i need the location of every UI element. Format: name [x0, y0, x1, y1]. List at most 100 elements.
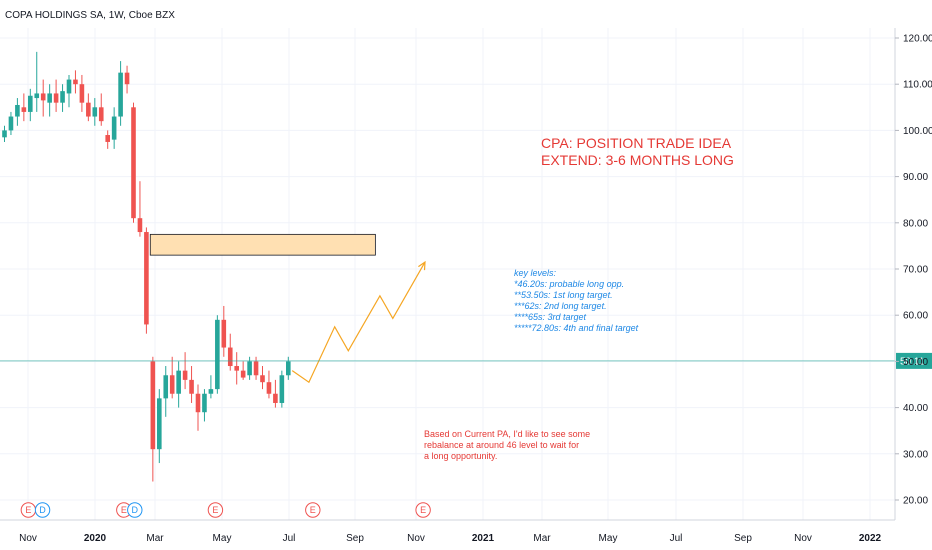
candle	[53, 79, 59, 112]
key-level-line: ***62s: 2nd long target.	[514, 301, 607, 311]
candle	[176, 361, 181, 408]
candle	[124, 65, 130, 94]
candle-body	[157, 398, 162, 450]
candle-body	[273, 393, 278, 403]
candle	[92, 98, 98, 126]
price-tick-label: 80.00	[903, 218, 928, 229]
candle	[79, 74, 85, 112]
candle	[163, 366, 169, 417]
candle-body	[247, 361, 252, 376]
candle-body	[8, 116, 14, 131]
last-price-label: 50.11	[896, 352, 932, 369]
candle-body	[73, 79, 78, 85]
trade-idea-line-1: CPA: POSITION TRADE IDEA	[541, 135, 732, 151]
candle	[105, 130, 110, 149]
event-letter: D	[132, 505, 139, 515]
candle	[40, 79, 46, 117]
candle-body	[215, 319, 220, 390]
candle	[260, 366, 265, 390]
event-letter: D	[39, 505, 46, 515]
price-tick-label: 100.00	[903, 126, 932, 137]
candle	[169, 356, 175, 399]
price-tick-label: 30.00	[903, 449, 928, 460]
candle-body	[34, 93, 40, 99]
candle	[8, 111, 14, 136]
candle-body	[124, 72, 130, 85]
candle-body	[118, 72, 123, 117]
price-tick-label: 20.00	[903, 496, 928, 507]
candle-body	[2, 130, 7, 138]
candle-body	[53, 93, 59, 103]
candle	[21, 93, 27, 122]
resistance-zone-box[interactable]	[149, 233, 376, 256]
candle	[247, 356, 252, 380]
price-tick-label: 120.00	[903, 34, 932, 45]
event-letter: E	[420, 505, 426, 515]
key-level-line: ****65s: 3rd target	[514, 312, 587, 322]
candle	[266, 370, 272, 399]
candle	[98, 93, 104, 126]
candle-body	[260, 375, 265, 383]
candle	[208, 375, 214, 399]
candle-body	[111, 116, 117, 140]
earnings-event-icon[interactable]: E	[207, 502, 224, 518]
price-tick-label: 90.00	[903, 172, 928, 183]
time-axis: Nov 2020 Mar May Jul Sep Nov 2021 Mar May Jul Sep No…	[0, 519, 895, 544]
candle-body	[79, 84, 85, 103]
event-letter: E	[121, 505, 127, 515]
time-tick-label: 2021	[472, 533, 495, 544]
candle	[73, 70, 78, 94]
time-tick-label: Nov	[19, 533, 37, 544]
key-level-line: *46.20s: probable long opp.	[514, 279, 624, 289]
candle	[131, 102, 136, 223]
candle-body	[208, 389, 214, 394]
event-letter: E	[310, 505, 316, 515]
candle	[240, 361, 246, 380]
time-tick-label: Jul	[670, 533, 683, 544]
candle-body	[92, 107, 98, 117]
candle-body	[176, 370, 181, 394]
candle	[144, 227, 149, 334]
price-axis: 120.00 110.00 100.00 90.00 80.00 70.00 60.00 50…	[894, 28, 932, 520]
projection-arrowhead	[418, 260, 426, 271]
time-tick-label: Nov	[407, 533, 425, 544]
trade-idea-line-2: EXTEND: 3-6 MONTHS LONG	[541, 152, 734, 168]
projection-path[interactable]	[291, 261, 426, 384]
price-tick-label: 110.00	[903, 80, 932, 91]
candle	[15, 98, 20, 126]
dividend-event-icon[interactable]: D	[34, 502, 51, 518]
price-tick-label: 60.00	[903, 311, 928, 322]
candle-body	[195, 393, 201, 413]
candle	[47, 84, 52, 117]
earnings-event-icon[interactable]: E	[305, 502, 321, 518]
dividend-event-icon[interactable]: D	[127, 502, 143, 518]
time-tick-label: Nov	[794, 533, 812, 544]
candle	[227, 333, 233, 371]
candle	[111, 107, 117, 149]
candle	[189, 366, 194, 403]
time-tick-label: Jul	[283, 533, 296, 544]
analysis-note: Based on Current PA, I'd like to see som…	[424, 429, 590, 461]
candle	[221, 305, 227, 357]
candle-body	[105, 135, 110, 142]
candle	[137, 181, 143, 237]
candle-body	[253, 361, 259, 376]
time-tick-label: May	[213, 533, 232, 544]
candle-body	[234, 366, 239, 371]
resistance-zone-layer	[149, 233, 376, 256]
time-tick-label: 2020	[84, 533, 107, 544]
key-level-line: **53.50s: 1st long target.	[514, 290, 613, 300]
candle-body	[266, 382, 272, 394]
last-price-label-bg	[896, 352, 932, 369]
earnings-event-icon[interactable]: E	[20, 502, 37, 518]
key-level-line: *****72.80s: 4th and final target	[514, 323, 639, 333]
event-letter: E	[212, 505, 218, 515]
candle-body	[15, 104, 20, 117]
candle	[253, 356, 259, 380]
time-tick-label: Mar	[146, 533, 164, 544]
earnings-event-icon[interactable]: E	[415, 502, 431, 518]
candle-body	[86, 102, 91, 117]
candle-body	[47, 93, 52, 103]
